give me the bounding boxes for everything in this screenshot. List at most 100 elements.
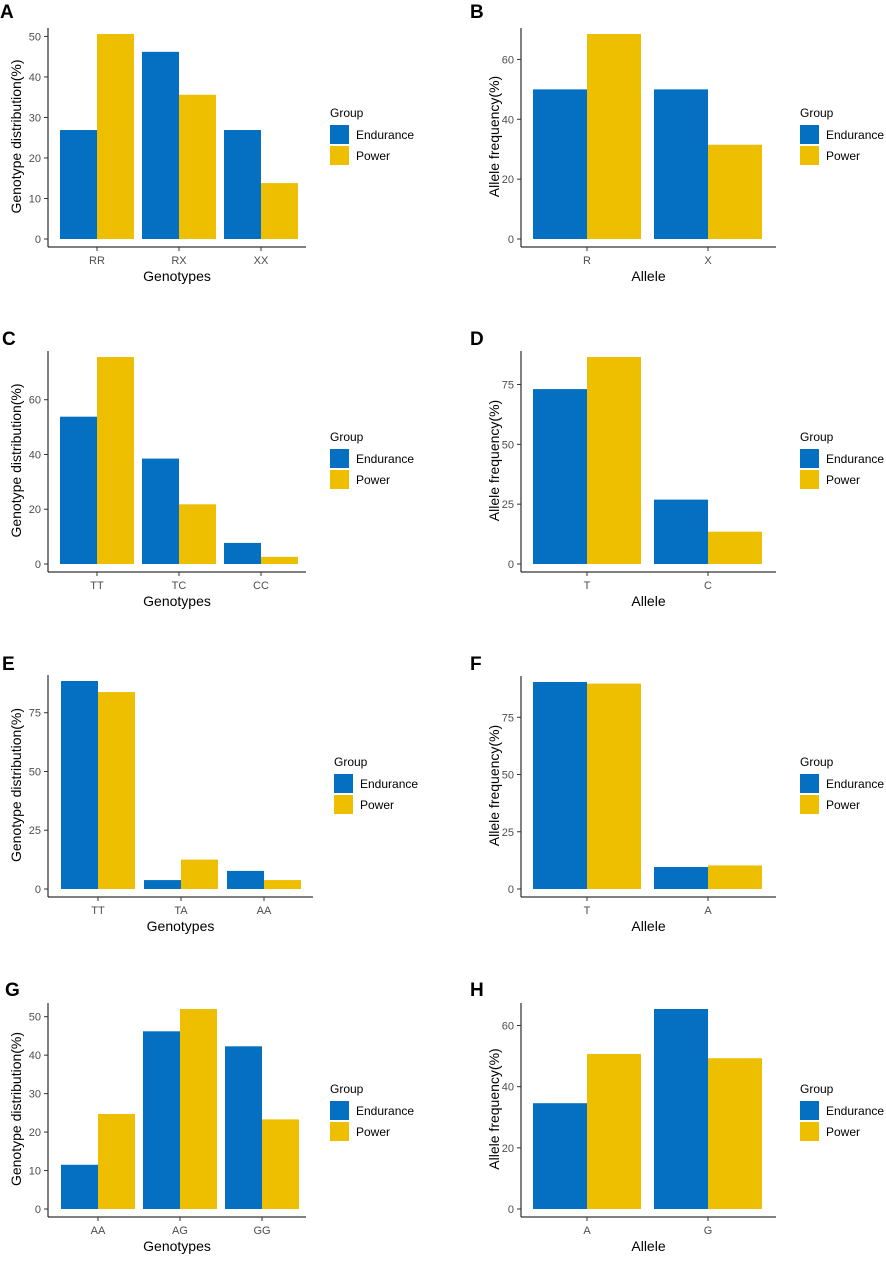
bar-a-rr-power <box>97 34 134 239</box>
y-tick-label-a-40: 40 <box>29 72 41 84</box>
x-axis-title-a: Genotypes <box>143 268 211 284</box>
chart-panel-b: B 0 20 40 60 R X Allele Allele frequency(%) Group… <box>470 2 884 284</box>
legend-label-a-power: Power <box>356 149 390 163</box>
chart-panel-d: D 0 25 50 75 T C Allele Allele frequency(%) Group… <box>470 329 884 609</box>
bar-f-a-power <box>708 865 762 889</box>
legend-label-a-endurance: Endurance <box>356 128 414 142</box>
legend-title-a: Group <box>330 106 364 120</box>
legend-label-h-endurance: Endurance <box>826 1104 884 1118</box>
y-tick-label-d-25: 25 <box>502 499 514 511</box>
y-tick-label-g-50: 50 <box>29 1012 41 1024</box>
panel-label-e: E <box>2 654 15 675</box>
x-tick-label-f-a: A <box>704 905 712 917</box>
x-tick-label-e-ta: TA <box>174 905 188 917</box>
x-axis-title-f: Allele <box>631 918 665 934</box>
bar-g-gg-power <box>262 1119 299 1209</box>
panel-label-a: A <box>0 2 14 23</box>
y-tick-label-c-60: 60 <box>29 395 41 407</box>
legend-label-c-power: Power <box>356 473 390 487</box>
x-tick-label-g-ag: AG <box>172 1225 188 1237</box>
y-axis-title-f: Allele frequency(%) <box>486 725 502 846</box>
bar-g-ag-power <box>180 1009 217 1209</box>
legend-label-d-endurance: Endurance <box>826 452 884 466</box>
legend-title-e: Group <box>334 755 368 769</box>
bar-d-t-endurance <box>533 389 587 564</box>
bar-g-gg-endurance <box>225 1046 262 1209</box>
chart-panel-h: H 0 20 40 60 A G Allele Allele frequency(%) Group… <box>470 980 884 1254</box>
legend-key-h-power <box>800 1122 819 1141</box>
legend-key-c-endurance <box>330 449 349 468</box>
legend-label-c-endurance: Endurance <box>356 452 414 466</box>
panel-label-d: D <box>470 329 484 350</box>
bar-g-ag-endurance <box>143 1031 180 1209</box>
y-tick-label-h-20: 20 <box>502 1143 514 1155</box>
legend-key-e-power <box>334 795 353 814</box>
y-tick-label-d-75: 75 <box>502 380 514 392</box>
legend-key-b-power <box>800 146 819 165</box>
y-axis-title-b: Allele frequency(%) <box>486 76 502 197</box>
legend-key-c-power <box>330 470 349 489</box>
y-tick-label-f-50: 50 <box>502 770 514 782</box>
bar-f-a-endurance <box>654 867 708 889</box>
legend-label-g-endurance: Endurance <box>356 1104 414 1118</box>
y-tick-label-a-10: 10 <box>29 193 41 205</box>
legend-key-d-power <box>800 470 819 489</box>
legend-label-e-endurance: Endurance <box>360 777 418 791</box>
y-tick-label-a-50: 50 <box>29 31 41 43</box>
legend-key-e-endurance <box>334 774 353 793</box>
legend-label-h-power: Power <box>826 1125 860 1139</box>
bar-b-r-endurance <box>533 89 587 239</box>
x-tick-label-b-r: R <box>583 255 591 267</box>
bar-d-c-power <box>708 531 762 564</box>
x-tick-label-e-aa: AA <box>257 905 272 917</box>
chart-panel-c: C 0 20 40 60 TT TC CC Genotypes Genotype distribu… <box>2 329 414 609</box>
y-tick-label-d-50: 50 <box>502 439 514 451</box>
legend-label-f-endurance: Endurance <box>826 777 884 791</box>
y-tick-label-b-40: 40 <box>502 114 514 126</box>
y-tick-label-a-0: 0 <box>35 234 41 246</box>
chart-panel-e: E 0 25 50 75 TT TA AA Genotypes Genotype distribu… <box>2 654 418 934</box>
legend-label-d-power: Power <box>826 473 860 487</box>
x-tick-label-h-g: G <box>704 1225 713 1237</box>
y-tick-label-f-25: 25 <box>502 827 514 839</box>
panel-label-b: B <box>470 2 484 23</box>
y-axis-title-e: Genotype distribution(%) <box>8 708 24 862</box>
y-tick-label-c-40: 40 <box>29 449 41 461</box>
x-axis-title-g: Genotypes <box>143 1238 211 1254</box>
y-tick-label-a-20: 20 <box>29 153 41 165</box>
bar-a-rr-endurance <box>60 130 97 239</box>
x-tick-label-e-tt: TT <box>91 905 105 917</box>
y-axis-title-a: Genotype distribution(%) <box>8 59 24 213</box>
y-axis-title-d: Allele frequency(%) <box>486 400 502 521</box>
panel-label-c: C <box>2 329 16 350</box>
bar-c-cc-endurance <box>224 542 261 564</box>
legend-title-c: Group <box>330 430 364 444</box>
legend-label-g-power: Power <box>356 1125 390 1139</box>
x-tick-label-a-xx: XX <box>254 255 269 267</box>
y-axis-title-c: Genotype distribution(%) <box>8 383 24 537</box>
x-axis-title-d: Allele <box>631 593 665 609</box>
x-tick-label-c-cc: CC <box>253 580 269 592</box>
chart-panel-a: A 0 10 20 30 40 50 RR RX XX Genotypes Genotype dist… <box>0 2 414 284</box>
x-tick-label-d-t: T <box>584 580 591 592</box>
y-tick-label-g-0: 0 <box>35 1204 41 1216</box>
legend-label-e-power: Power <box>360 798 394 812</box>
legend-title-b: Group <box>800 106 834 120</box>
bar-e-tt-power <box>98 692 135 889</box>
legend-key-g-power <box>330 1122 349 1141</box>
y-axis-title-g: Genotype distribution(%) <box>8 1032 24 1186</box>
bar-e-ta-power <box>181 859 218 889</box>
bar-b-r-power <box>587 34 641 239</box>
x-tick-label-d-c: C <box>704 580 712 592</box>
x-axis-title-b: Allele <box>631 268 665 284</box>
y-tick-label-e-25: 25 <box>29 825 41 837</box>
bar-c-tt-endurance <box>60 416 97 564</box>
legend-key-a-power <box>330 146 349 165</box>
bar-h-a-power <box>587 1053 641 1209</box>
x-tick-label-h-a: A <box>583 1225 591 1237</box>
legend-title-d: Group <box>800 430 834 444</box>
y-tick-label-a-30: 30 <box>29 112 41 124</box>
bar-a-rx-power <box>179 94 216 239</box>
bar-e-tt-endurance <box>61 681 98 889</box>
bar-e-aa-endurance <box>227 870 264 889</box>
